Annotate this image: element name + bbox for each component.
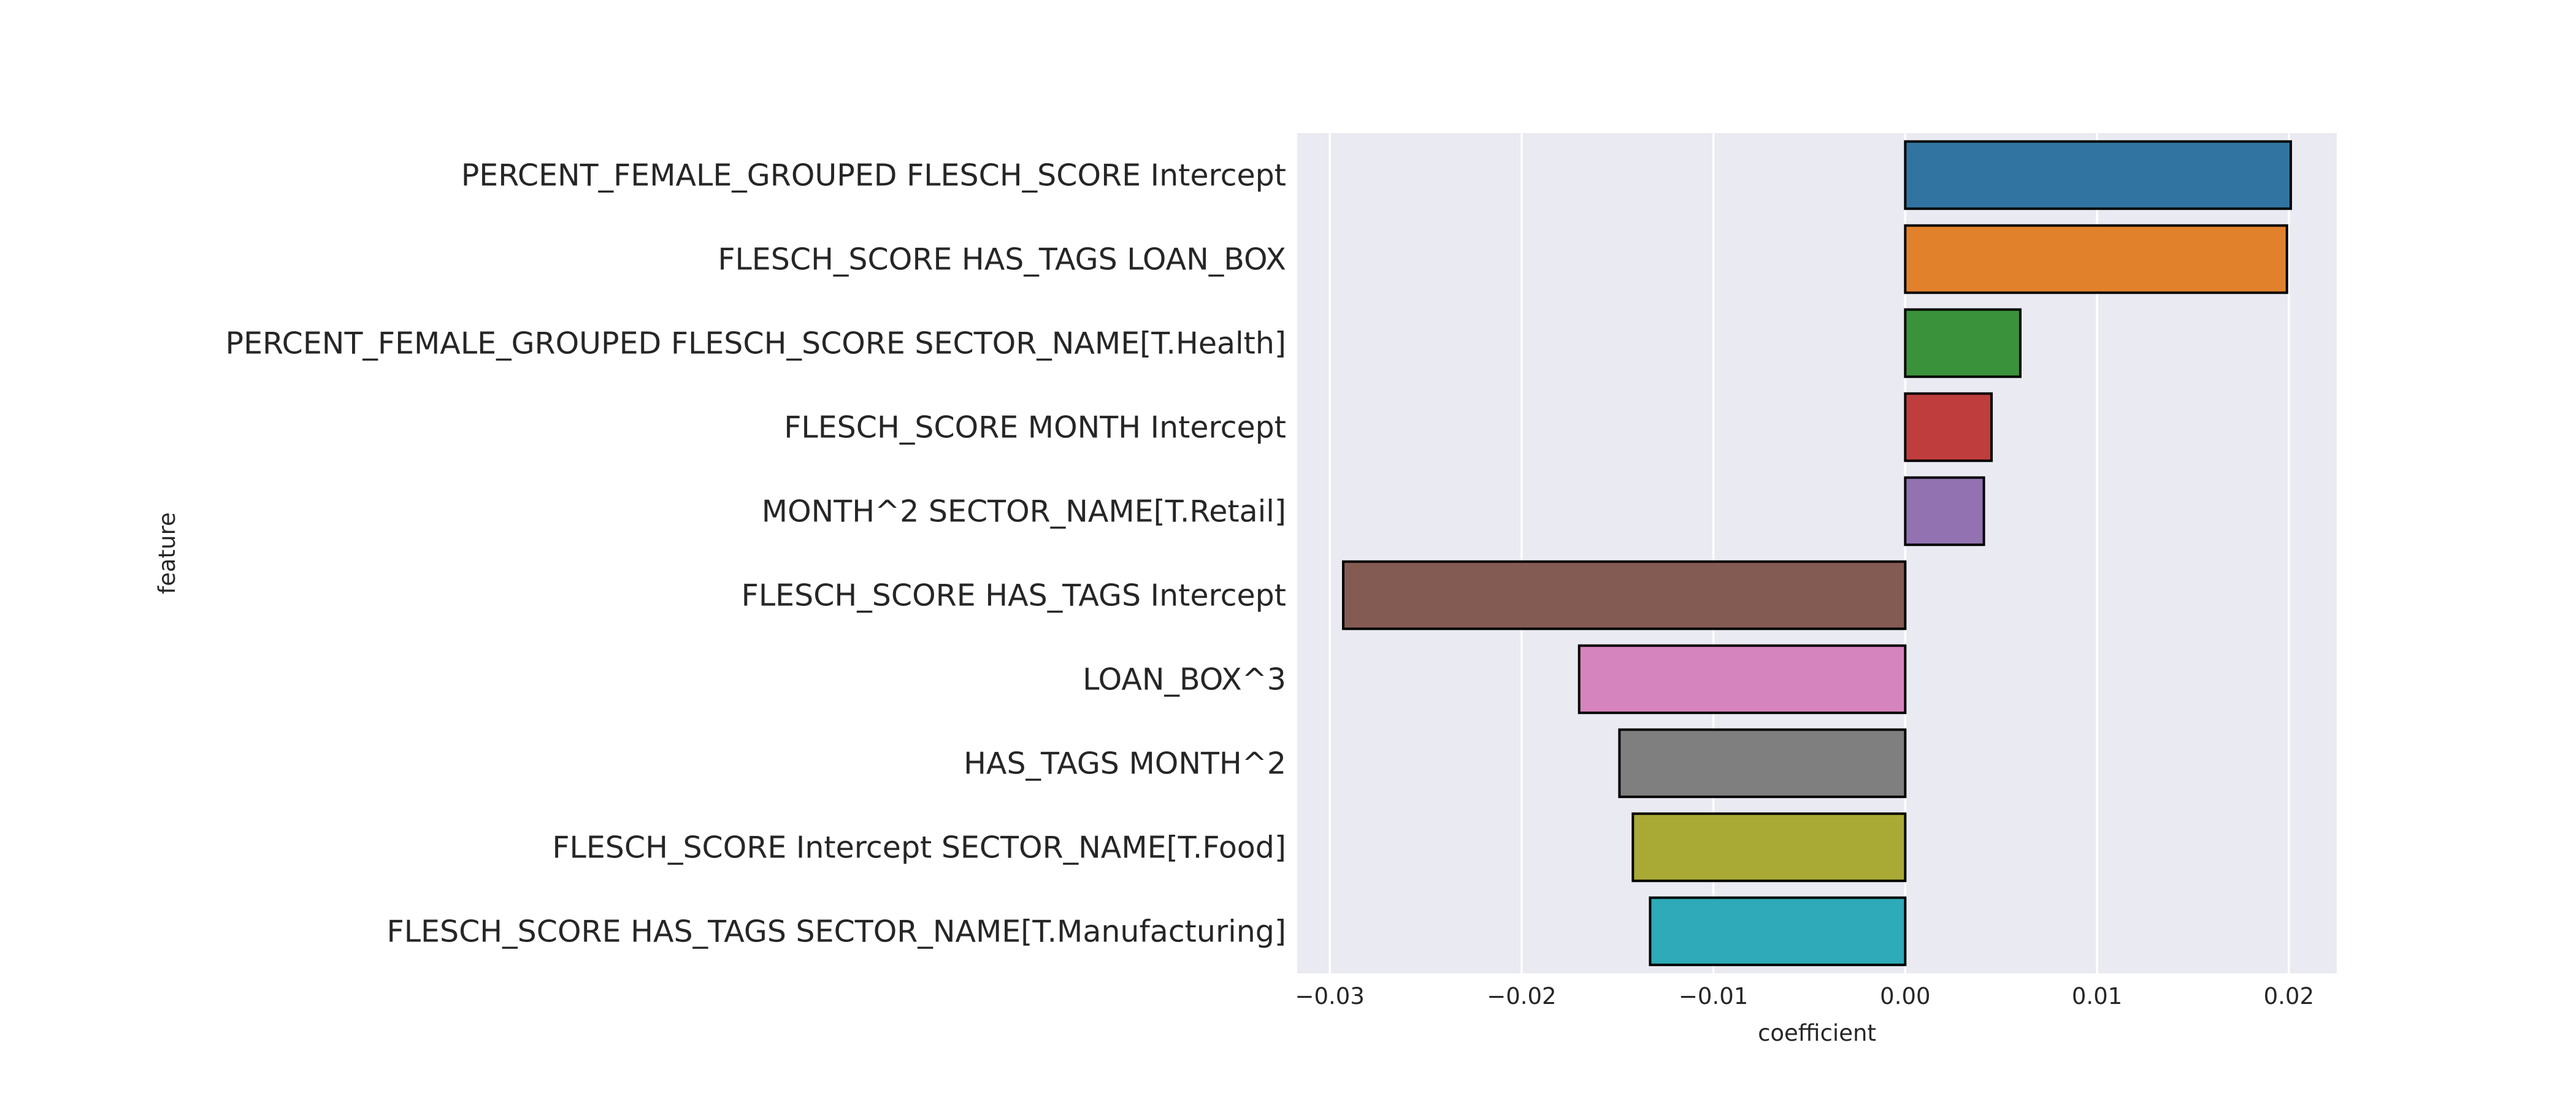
- category-labels: PERCENT_FEMALE_GROUPED FLESCH_SCORE Inte…: [226, 158, 1286, 949]
- bars: [1342, 140, 2292, 967]
- category-label: FLESCH_SCORE HAS_TAGS Intercept: [742, 578, 1286, 613]
- category-label: HAS_TAGS MONTH^2: [964, 746, 1286, 781]
- x-tick-label: −0.01: [1679, 983, 1748, 1009]
- category-label: FLESCH_SCORE MONTH Intercept: [784, 410, 1286, 445]
- bar: [1904, 392, 1993, 462]
- bar: [1904, 476, 1985, 546]
- category-label: FLESCH_SCORE Intercept SECTOR_NAME[T.Foo…: [552, 830, 1286, 865]
- x-tick-label: 0.02: [2264, 983, 2314, 1009]
- category-label: FLESCH_SCORE HAS_TAGS SECTOR_NAME[T.Manu…: [387, 914, 1286, 949]
- y-axis-title: feature: [154, 512, 180, 594]
- bar: [1342, 560, 1907, 630]
- x-tick-label: −0.02: [1487, 983, 1556, 1009]
- x-tick-labels: −0.03 −0.02 −0.01 0.00 0.01 0.02: [1295, 983, 2314, 1009]
- bar: [1631, 812, 1907, 883]
- category-label: FLESCH_SCORE HAS_TAGS LOAN_BOX: [718, 242, 1286, 277]
- x-tick-label: −0.03: [1295, 983, 1364, 1009]
- category-label: PERCENT_FEMALE_GROUPED FLESCH_SCORE Inte…: [461, 158, 1286, 193]
- x-tick-label: 0.01: [2072, 983, 2122, 1009]
- x-axis-title: coefficient: [1758, 1020, 1876, 1046]
- x-tick-label: 0.00: [1880, 983, 1930, 1009]
- category-label: MONTH^2 SECTOR_NAME[T.Retail]: [762, 494, 1286, 529]
- bar: [1904, 140, 2292, 210]
- bar: [1904, 308, 2022, 378]
- bar: [1618, 728, 1907, 799]
- bar: [1649, 896, 1907, 967]
- category-label: LOAN_BOX^3: [1083, 662, 1286, 697]
- bar: [1577, 644, 1907, 714]
- category-label: PERCENT_FEMALE_GROUPED FLESCH_SCORE SECT…: [226, 326, 1286, 361]
- bar: [1904, 224, 2288, 294]
